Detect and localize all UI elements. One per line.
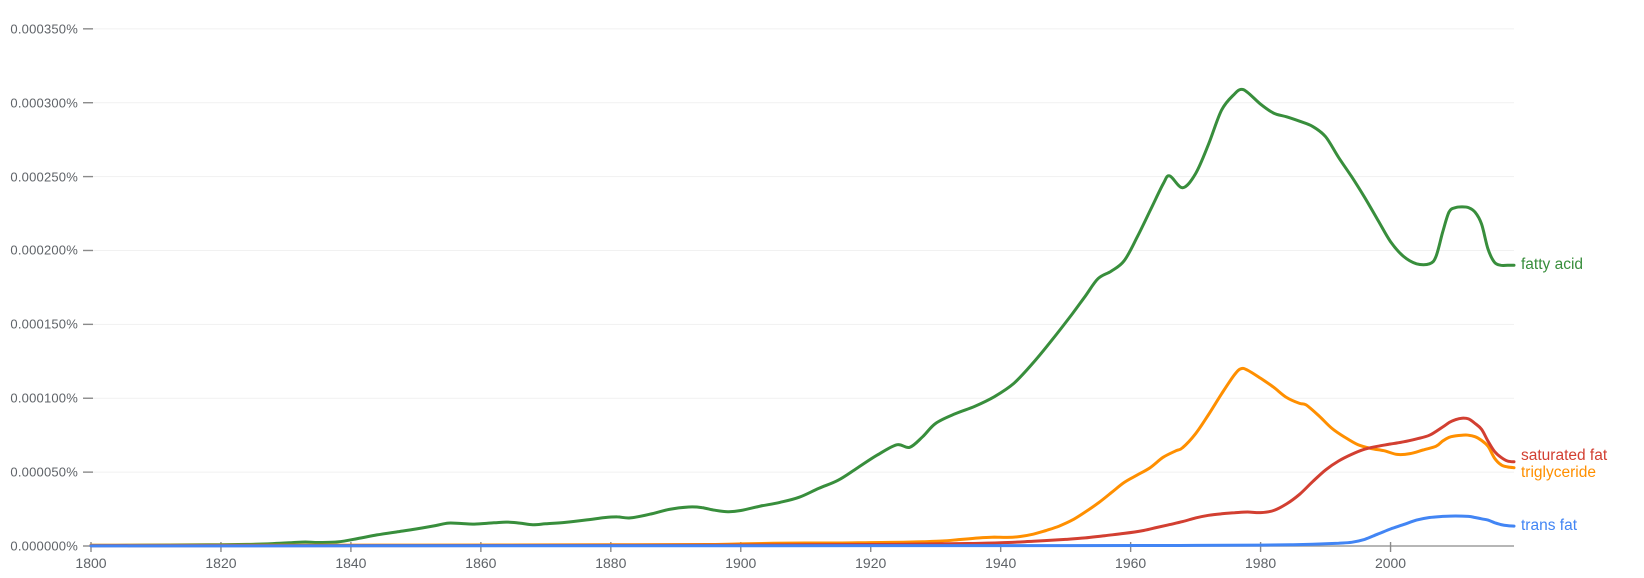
series-line-fatty-acid[interactable]: [89, 87, 1516, 547]
series-line-trans-fat[interactable]: [89, 514, 1516, 548]
x-axis-label-1900: 1900: [725, 555, 757, 571]
x-axis-label-2000: 2000: [1374, 555, 1407, 571]
series-label-triglyceride[interactable]: triglyceride: [1521, 464, 1596, 482]
x-axis-label-1880: 1880: [595, 555, 627, 571]
series-label-fatty-acid[interactable]: fatty acid: [1521, 256, 1584, 274]
series-line-triglyceride[interactable]: [89, 366, 1516, 547]
x-axis-label-1840: 1840: [335, 555, 367, 571]
x-axis-label-1940: 1940: [985, 555, 1017, 571]
y-axis-label-0.000200%: 0.000200%: [10, 242, 78, 258]
y-axis-label-0.000300%: 0.000300%: [10, 95, 78, 111]
y-axis-label-0.000100%: 0.000100%: [10, 390, 78, 406]
series-label-trans-fat[interactable]: trans fat: [1521, 517, 1577, 535]
x-axis-label-1920: 1920: [855, 555, 887, 571]
y-axis-label-0.000350%: 0.000350%: [10, 21, 78, 37]
y-axis-label-0.000150%: 0.000150%: [10, 316, 78, 332]
x-axis-label-1980: 1980: [1245, 555, 1277, 571]
x-axis-label-1860: 1860: [465, 555, 497, 571]
series-label-saturated-fat[interactable]: saturated fat: [1521, 447, 1608, 465]
x-axis-label-1820: 1820: [205, 555, 237, 571]
x-axis-label-1800: 1800: [75, 555, 107, 571]
y-axis-label-0.000050%: 0.000050%: [10, 464, 78, 480]
x-axis-label-1960: 1960: [1115, 555, 1147, 571]
series-line-saturated-fat[interactable]: [89, 416, 1516, 548]
y-axis-label-0.000250%: 0.000250%: [10, 169, 78, 185]
y-axis-label-0.000000%: 0.000000%: [10, 538, 78, 554]
